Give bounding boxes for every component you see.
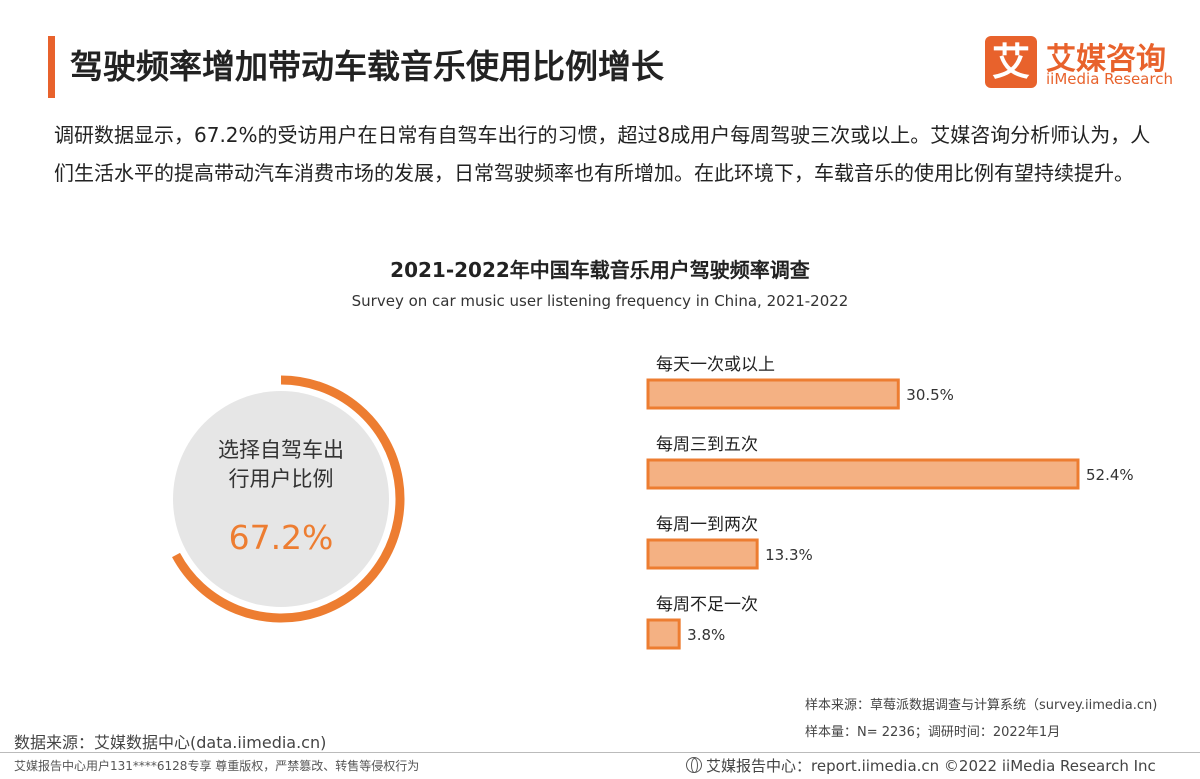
footer-site-text: 艾媒报告中心：report.iimedia.cn ©2022 iiMedia R… <box>706 757 1156 775</box>
bar-category-label: 每周三到五次 <box>656 435 758 455</box>
footer-site: 艾媒报告中心：report.iimedia.cn ©2022 iiMedia R… <box>686 755 1156 776</box>
logo-text-en: iiMedia Research <box>1046 70 1173 88</box>
bar <box>646 458 1080 490</box>
donut-arc <box>172 375 405 623</box>
bar-value-label: 3.8% <box>687 626 725 644</box>
bar <box>646 618 681 650</box>
donut-chart: 选择自驾车出 行用户比例 67.2% <box>172 375 405 623</box>
logo-icon: 艾 <box>985 36 1037 88</box>
bar-value-label: 30.5% <box>906 386 954 404</box>
donut-label-line2: 行用户比例 <box>229 467 334 491</box>
chart-subtitle: Survey on car music user listening frequ… <box>351 292 849 310</box>
donut-value: 67.2% <box>229 518 334 557</box>
bar-value-label: 13.3% <box>765 546 813 564</box>
intro-paragraph: 调研数据显示，67.2%的受访用户在日常有自驾车出行的习惯，超过8成用户每周驾驶… <box>54 123 1151 185</box>
chart-title: 2021-2022年中国车载音乐用户驾驶频率调查 <box>390 258 810 282</box>
bar-category-label: 每周一到两次 <box>656 515 758 535</box>
donut-background <box>173 391 389 607</box>
footer-divider <box>0 752 1200 753</box>
page-title: 驾驶频率增加带动车载音乐使用比例增长 <box>70 47 664 86</box>
bar-value-label: 52.4% <box>1086 466 1134 484</box>
bar-category-label: 每天一次或以上 <box>656 355 775 375</box>
logo-text-cn: 艾媒咨询 <box>1046 42 1166 77</box>
bar-chart: 每天一次或以上 30.5% 每周三到五次 52.4% 每周一到两次 13.3% 每周不足一次… <box>646 355 1134 650</box>
data-source: 数据来源：艾媒数据中心(data.iimedia.cn) <box>14 733 327 752</box>
sample-source: 样本来源：草莓派数据调查与计算系统（survey.iimedia.cn) <box>805 698 1158 713</box>
bar <box>646 378 900 410</box>
donut-label-line1: 选择自驾车出 <box>218 438 344 462</box>
footer-copyright-note: 艾媒报告中心用户131****6128专享 尊重版权，严禁篡改、转售等侵权行为 <box>14 759 420 773</box>
bar-category-label: 每周不足一次 <box>656 595 758 615</box>
sample-size: 样本量：N= 2236；调研时间：2022年1月 <box>805 725 1061 740</box>
globe-icon <box>686 757 702 773</box>
bar <box>646 538 759 570</box>
title-accent-bar <box>48 36 55 98</box>
